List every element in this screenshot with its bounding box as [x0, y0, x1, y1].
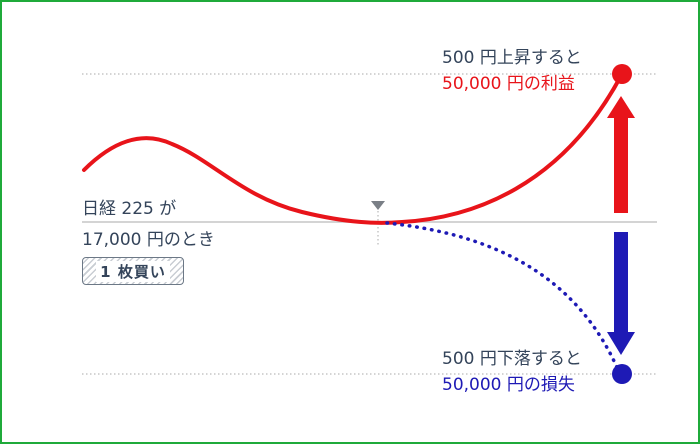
condition-label-line2: 17,000 円のとき — [82, 230, 215, 250]
buy-one-contract-badge: 1 枚買い — [82, 257, 184, 285]
fall-endpoint — [612, 364, 632, 384]
loss-label: 50,000 円の損失 — [442, 375, 575, 395]
loss-arrow-down-icon — [607, 332, 635, 355]
condition-label-line1: 日経 225 が — [82, 199, 177, 219]
buy-one-contract-label: 1 枚買い — [96, 260, 170, 282]
profit-arrow-up-icon — [607, 96, 635, 118]
rise-label-line1: 500 円上昇すると — [442, 48, 582, 68]
entry-marker-triangle-icon — [371, 201, 385, 210]
loss-arrow-shaft — [614, 232, 628, 334]
profit-arrow-shaft — [614, 115, 628, 213]
fall-label-line1: 500 円下落すると — [442, 349, 582, 369]
rise-curve — [82, 72, 624, 225]
fall-curve — [385, 221, 621, 374]
rise-endpoint — [612, 64, 632, 84]
profit-label: 50,000 円の利益 — [442, 74, 575, 94]
